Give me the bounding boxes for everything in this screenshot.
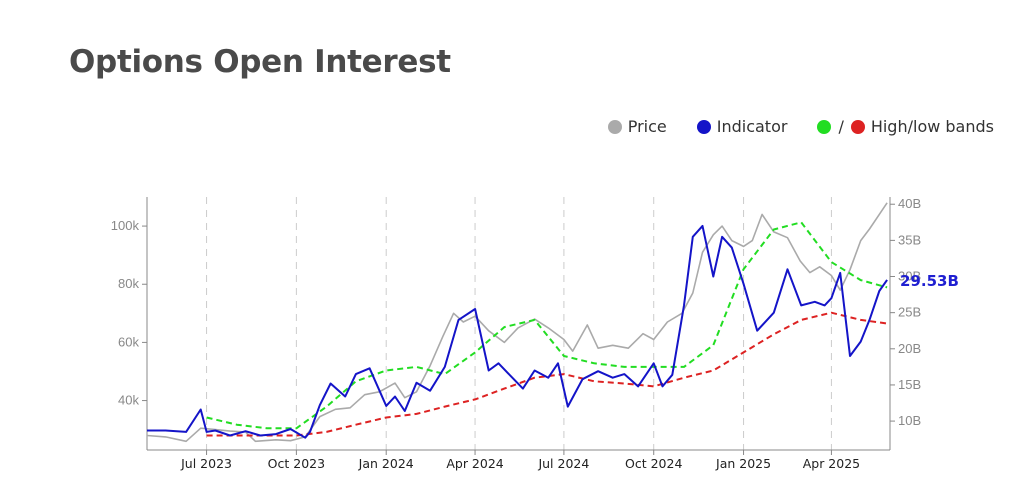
low-band-series-line [206,311,888,437]
legend-indicator-label: Indicator [716,117,788,136]
x-tick-label: Oct 2023 [268,456,325,471]
chart-legend: Price Indicator / High/low bands [607,117,994,136]
legend-bands-label: High/low bands [870,117,994,136]
x-tick-label: Jul 2023 [180,456,232,471]
right-tick-label: 10B [898,413,921,428]
left-tick-label: 80k [118,276,139,291]
page-title: Options Open Interest [69,44,451,80]
right-tick-label: 25B [898,305,921,320]
right-tick-label: 20B [898,341,921,356]
x-tick-label: Jul 2024 [537,456,589,471]
x-tick-label: Apr 2024 [446,456,503,471]
high-band-series-line [206,221,888,430]
price-dot-icon [607,119,622,134]
legend-item-bands[interactable]: / High/low bands [817,117,994,136]
left-tick-label: 100k [111,218,140,233]
legend-bands-separator: / [838,117,844,136]
legend-item-indicator[interactable]: Indicator [696,117,788,136]
indicator-dot-icon [696,119,711,134]
x-tick-label: Oct 2024 [625,456,682,471]
price-series-line [146,202,888,443]
left-tick-label: 40k [118,393,139,408]
low-band-dot-icon [850,119,865,134]
x-tick-label: Jan 2024 [358,456,414,471]
high-band-dot-icon [817,119,832,134]
right-tick-label: 40B [898,196,921,211]
x-tick-label: Apr 2025 [803,456,860,471]
left-tick-label: 60k [118,334,139,349]
right-tick-label: 35B [898,232,921,247]
right-tick-label: 15B [898,377,921,392]
legend-price-label: Price [627,117,667,136]
indicator-last-value-label: 29.53B [900,272,959,290]
right-tick-label: 30B [898,269,921,284]
indicator-series-line [147,224,888,439]
x-tick-label: Jan 2025 [715,456,771,471]
legend-item-price[interactable]: Price [607,117,667,136]
